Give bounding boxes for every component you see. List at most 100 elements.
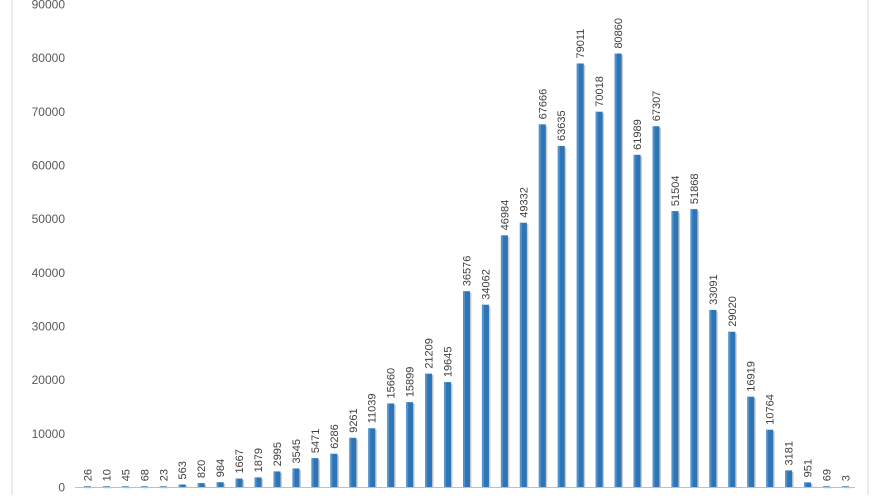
bar — [197, 483, 205, 488]
bar — [633, 154, 641, 488]
bar-highlight — [444, 382, 447, 488]
bar-highlight — [159, 486, 162, 488]
data-label: 45 — [120, 469, 132, 481]
bar — [84, 486, 91, 488]
bar — [614, 53, 622, 488]
data-label: 29020 — [727, 296, 739, 327]
bar-highlight — [273, 471, 276, 488]
bar — [804, 482, 812, 488]
bar-highlight — [804, 482, 807, 488]
y-tick-label: 40000 — [32, 266, 66, 280]
bar — [728, 331, 736, 488]
data-label: 9261 — [348, 408, 360, 432]
bar-highlight — [519, 222, 522, 488]
y-axis: 0 10000 20000 30000 40000 50000 60000 70000 8000… — [32, 0, 66, 495]
bar-highlight — [330, 453, 333, 488]
bar — [159, 486, 167, 488]
bar — [444, 382, 452, 488]
data-label: 70018 — [594, 76, 606, 107]
y-tick-label: 0 — [58, 481, 65, 495]
data-label: 11039 — [367, 393, 379, 423]
bar-highlight — [842, 486, 844, 488]
bar-series — [84, 53, 851, 489]
data-label: 67307 — [651, 91, 663, 122]
data-label: 67666 — [537, 89, 549, 120]
bar — [368, 428, 376, 488]
bar — [349, 437, 357, 488]
data-label: 951 — [803, 459, 815, 477]
bar — [311, 458, 319, 488]
bar — [387, 403, 395, 488]
bar-highlight — [121, 486, 124, 488]
data-label: 80860 — [613, 18, 625, 49]
bar — [140, 486, 148, 488]
bar — [576, 63, 584, 488]
data-label: 34062 — [480, 269, 492, 300]
data-label: 3181 — [784, 441, 796, 465]
bar-shadow — [85, 487, 93, 489]
bar — [121, 486, 129, 488]
bar-highlight — [595, 111, 598, 488]
bar-highlight — [614, 53, 617, 488]
bar-highlight — [311, 458, 314, 488]
y-tick-label: 80000 — [32, 51, 66, 65]
bar-highlight — [671, 211, 674, 488]
bar — [425, 373, 433, 488]
bar — [690, 209, 698, 488]
data-label: 10764 — [765, 394, 777, 425]
data-label: 984 — [215, 459, 227, 477]
bar — [254, 477, 262, 488]
bar — [842, 486, 849, 488]
bar-highlight — [368, 428, 371, 488]
bar-highlight — [538, 124, 541, 488]
data-label: 2995 — [272, 442, 284, 466]
bar — [216, 482, 224, 488]
y-tick-label: 20000 — [32, 373, 66, 387]
y-tick-label: 70000 — [32, 105, 66, 119]
bar — [406, 402, 414, 488]
data-label: 51868 — [689, 174, 701, 205]
bar — [330, 453, 338, 488]
y-tick-label: 30000 — [32, 320, 66, 334]
bar-highlight — [102, 486, 105, 488]
bar-highlight — [747, 396, 750, 488]
bar-shadow — [142, 487, 150, 489]
bar-highlight — [292, 468, 295, 488]
bar-highlight — [425, 373, 428, 488]
data-label: 33091 — [708, 274, 720, 305]
data-label: 10 — [101, 469, 113, 481]
bar — [652, 126, 660, 488]
data-label: 69 — [822, 469, 834, 481]
data-label: 563 — [177, 461, 189, 479]
data-label: 36576 — [462, 256, 474, 287]
bar-highlight — [197, 483, 200, 488]
bar-highlight — [387, 403, 390, 488]
bar-highlight — [481, 304, 484, 488]
bar-highlight — [349, 437, 352, 488]
bar-highlight — [235, 478, 238, 488]
data-label: 26 — [83, 469, 95, 481]
y-tick-label: 60000 — [32, 159, 66, 173]
data-label: 15660 — [386, 368, 398, 399]
bar — [178, 484, 186, 488]
y-tick-label: 50000 — [32, 212, 66, 226]
y-tick-label: 10000 — [32, 427, 66, 441]
bar-shadow — [123, 487, 131, 489]
bar — [292, 468, 300, 488]
bar-shadow — [824, 487, 832, 489]
bar-highlight — [709, 309, 712, 488]
bar — [785, 470, 793, 488]
data-label: 51504 — [670, 176, 682, 207]
bar-highlight — [216, 482, 219, 488]
bar-highlight — [84, 486, 86, 488]
data-label: 1879 — [253, 448, 265, 472]
bar — [273, 471, 281, 488]
data-label: 15899 — [405, 367, 417, 398]
data-label: 79011 — [575, 29, 587, 59]
data-label: 820 — [196, 460, 208, 478]
bar-highlight — [633, 154, 636, 488]
bar-shadow — [843, 487, 851, 489]
data-label: 21209 — [424, 338, 436, 369]
